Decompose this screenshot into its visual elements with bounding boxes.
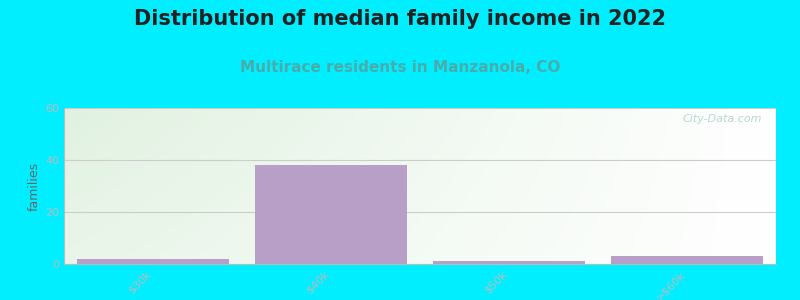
Text: City-Data.com: City-Data.com [682, 114, 762, 124]
Text: Multirace residents in Manzanola, CO: Multirace residents in Manzanola, CO [240, 60, 560, 75]
Bar [434, 261, 585, 264]
Text: Distribution of median family income in 2022: Distribution of median family income in … [134, 9, 666, 29]
Y-axis label: families: families [28, 161, 41, 211]
Bar [78, 259, 229, 264]
Bar [611, 256, 762, 264]
Bar [255, 165, 406, 264]
